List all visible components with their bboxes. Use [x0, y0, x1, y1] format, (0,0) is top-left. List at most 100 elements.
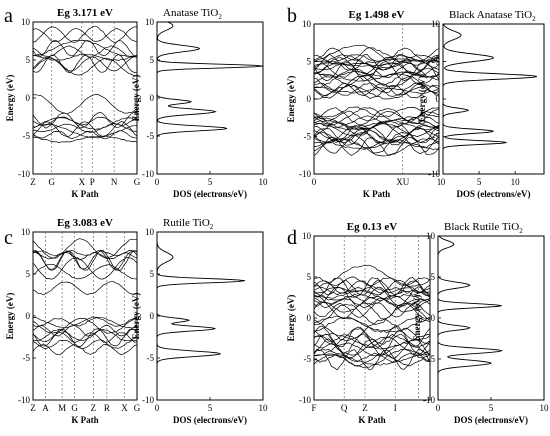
band-line [313, 56, 440, 75]
band-panel-title: Eg 0.13 eV [347, 221, 397, 233]
band-x-tick-label: Z [362, 403, 368, 413]
band-line [313, 298, 431, 309]
dos-y-tick-label: 10 [145, 17, 155, 27]
dos-y-tick-label: 0 [150, 93, 155, 103]
band-y-tick-label: 10 [21, 17, 31, 27]
band-line [313, 319, 431, 342]
dos-y-tick-label: 10 [426, 231, 436, 241]
dos-x-tick-label: 0 [441, 177, 446, 187]
band-line [32, 45, 138, 58]
dos-x-tick-label: 5 [477, 177, 482, 187]
band-line [313, 136, 440, 157]
band-line [313, 134, 440, 155]
band-line [313, 295, 431, 313]
band-line [313, 316, 431, 333]
band-line [313, 58, 440, 66]
band-line [313, 125, 440, 144]
band-y-axis-label: Energy (eV) [286, 76, 296, 123]
band-x-tick-label: G [71, 403, 78, 413]
dos-y-tick-label: -10 [428, 169, 440, 179]
band-line [32, 332, 138, 343]
band-line [313, 352, 431, 363]
band-line [32, 40, 138, 57]
dos-title-subscript: 2 [519, 227, 523, 235]
band-x-tick-label: R [104, 403, 110, 413]
band-x-tick-label: X [79, 177, 86, 187]
dos-y-tick-label: 0 [436, 94, 441, 104]
dos-x-tick-label: 5 [208, 177, 213, 187]
band-y-tick-label: -10 [18, 395, 30, 405]
band-line [313, 141, 440, 151]
dos-curve [442, 23, 537, 174]
band-line [313, 277, 431, 298]
dos-y-tick-label: 10 [145, 227, 155, 237]
dos-y-tick-label: 0 [150, 311, 155, 321]
band-line [32, 281, 138, 296]
band-line [313, 121, 440, 137]
band-line [32, 121, 138, 138]
band-line [313, 115, 440, 128]
band-line [313, 61, 440, 77]
dos-y-tick-label: -10 [142, 395, 154, 405]
band-line [313, 116, 440, 130]
band-y-tick-label: -5 [23, 131, 31, 141]
band-line [313, 73, 440, 86]
dos-y-axis-label: Energy (eV) [131, 293, 141, 340]
dos-x-axis-label: DOS (electrons/eV) [456, 189, 530, 199]
band-line [32, 343, 138, 356]
band-line [313, 82, 440, 97]
band-line [32, 25, 138, 43]
dos-y-tick-label: -5 [428, 354, 436, 364]
band-line [313, 62, 440, 79]
dos-y-axis-label: Energy (eV) [412, 295, 422, 342]
band-x-tick-label: XU [396, 177, 409, 187]
band-y-axis-label: Energy (eV) [5, 293, 15, 340]
band-line [32, 324, 138, 337]
band-line [313, 54, 440, 63]
band-panel-title: Eg 3.083 eV [57, 217, 113, 229]
band-line [32, 250, 138, 271]
dos-title-subscript: 2 [532, 15, 536, 23]
band-y-tick-label: -10 [299, 395, 311, 405]
band-x-tick-label: P [90, 177, 95, 187]
band-x-tick-label: G [134, 403, 141, 413]
dos-y-tick-label: 5 [150, 269, 155, 279]
dos-x-tick-label: 5 [489, 403, 494, 413]
band-line [313, 289, 431, 300]
dos-x-tick-label: 10 [259, 403, 269, 413]
band-x-tick-label: N [111, 177, 118, 187]
dos-plot-frame [442, 23, 545, 175]
band-y-tick-label: 10 [302, 19, 312, 29]
dos-title-text: Black Anatase TiO [449, 9, 532, 21]
dos-curve [437, 235, 504, 400]
band-panel-title: Eg 1.498 eV [349, 9, 405, 21]
band-y-axis-label: Energy (eV) [286, 295, 296, 342]
band-line [313, 107, 440, 126]
dos-title-text: Anatase TiO [163, 7, 218, 19]
band-line [313, 286, 431, 308]
band-line [313, 353, 431, 367]
band-line [313, 125, 440, 144]
band-x-tick-label: 1 [437, 177, 442, 187]
band-x-tick-label: Z [30, 177, 36, 187]
panel-letter: a [4, 5, 13, 27]
dos-title-text: Black Rutile TiO [444, 221, 519, 233]
panel-letter: c [4, 227, 13, 249]
band-line [32, 257, 138, 280]
band-x-tick-label: G [48, 177, 55, 187]
dos-y-tick-label: 10 [431, 19, 441, 29]
band-y-tick-label: 0 [307, 94, 312, 104]
dos-panel-title: Anatase TiO2 [163, 7, 222, 21]
dos-panel-title: Black Rutile TiO2 [444, 221, 523, 235]
dos-x-tick-label: 10 [259, 177, 269, 187]
band-x-tick-label: Z [91, 403, 97, 413]
dos-panel-title: Black Anatase TiO2 [449, 9, 536, 23]
band-line [32, 56, 138, 72]
band-line [313, 106, 440, 118]
band-line [32, 123, 138, 133]
band-line [313, 327, 431, 346]
band-y-tick-label: -10 [299, 169, 311, 179]
dos-x-tick-label: 5 [208, 403, 213, 413]
